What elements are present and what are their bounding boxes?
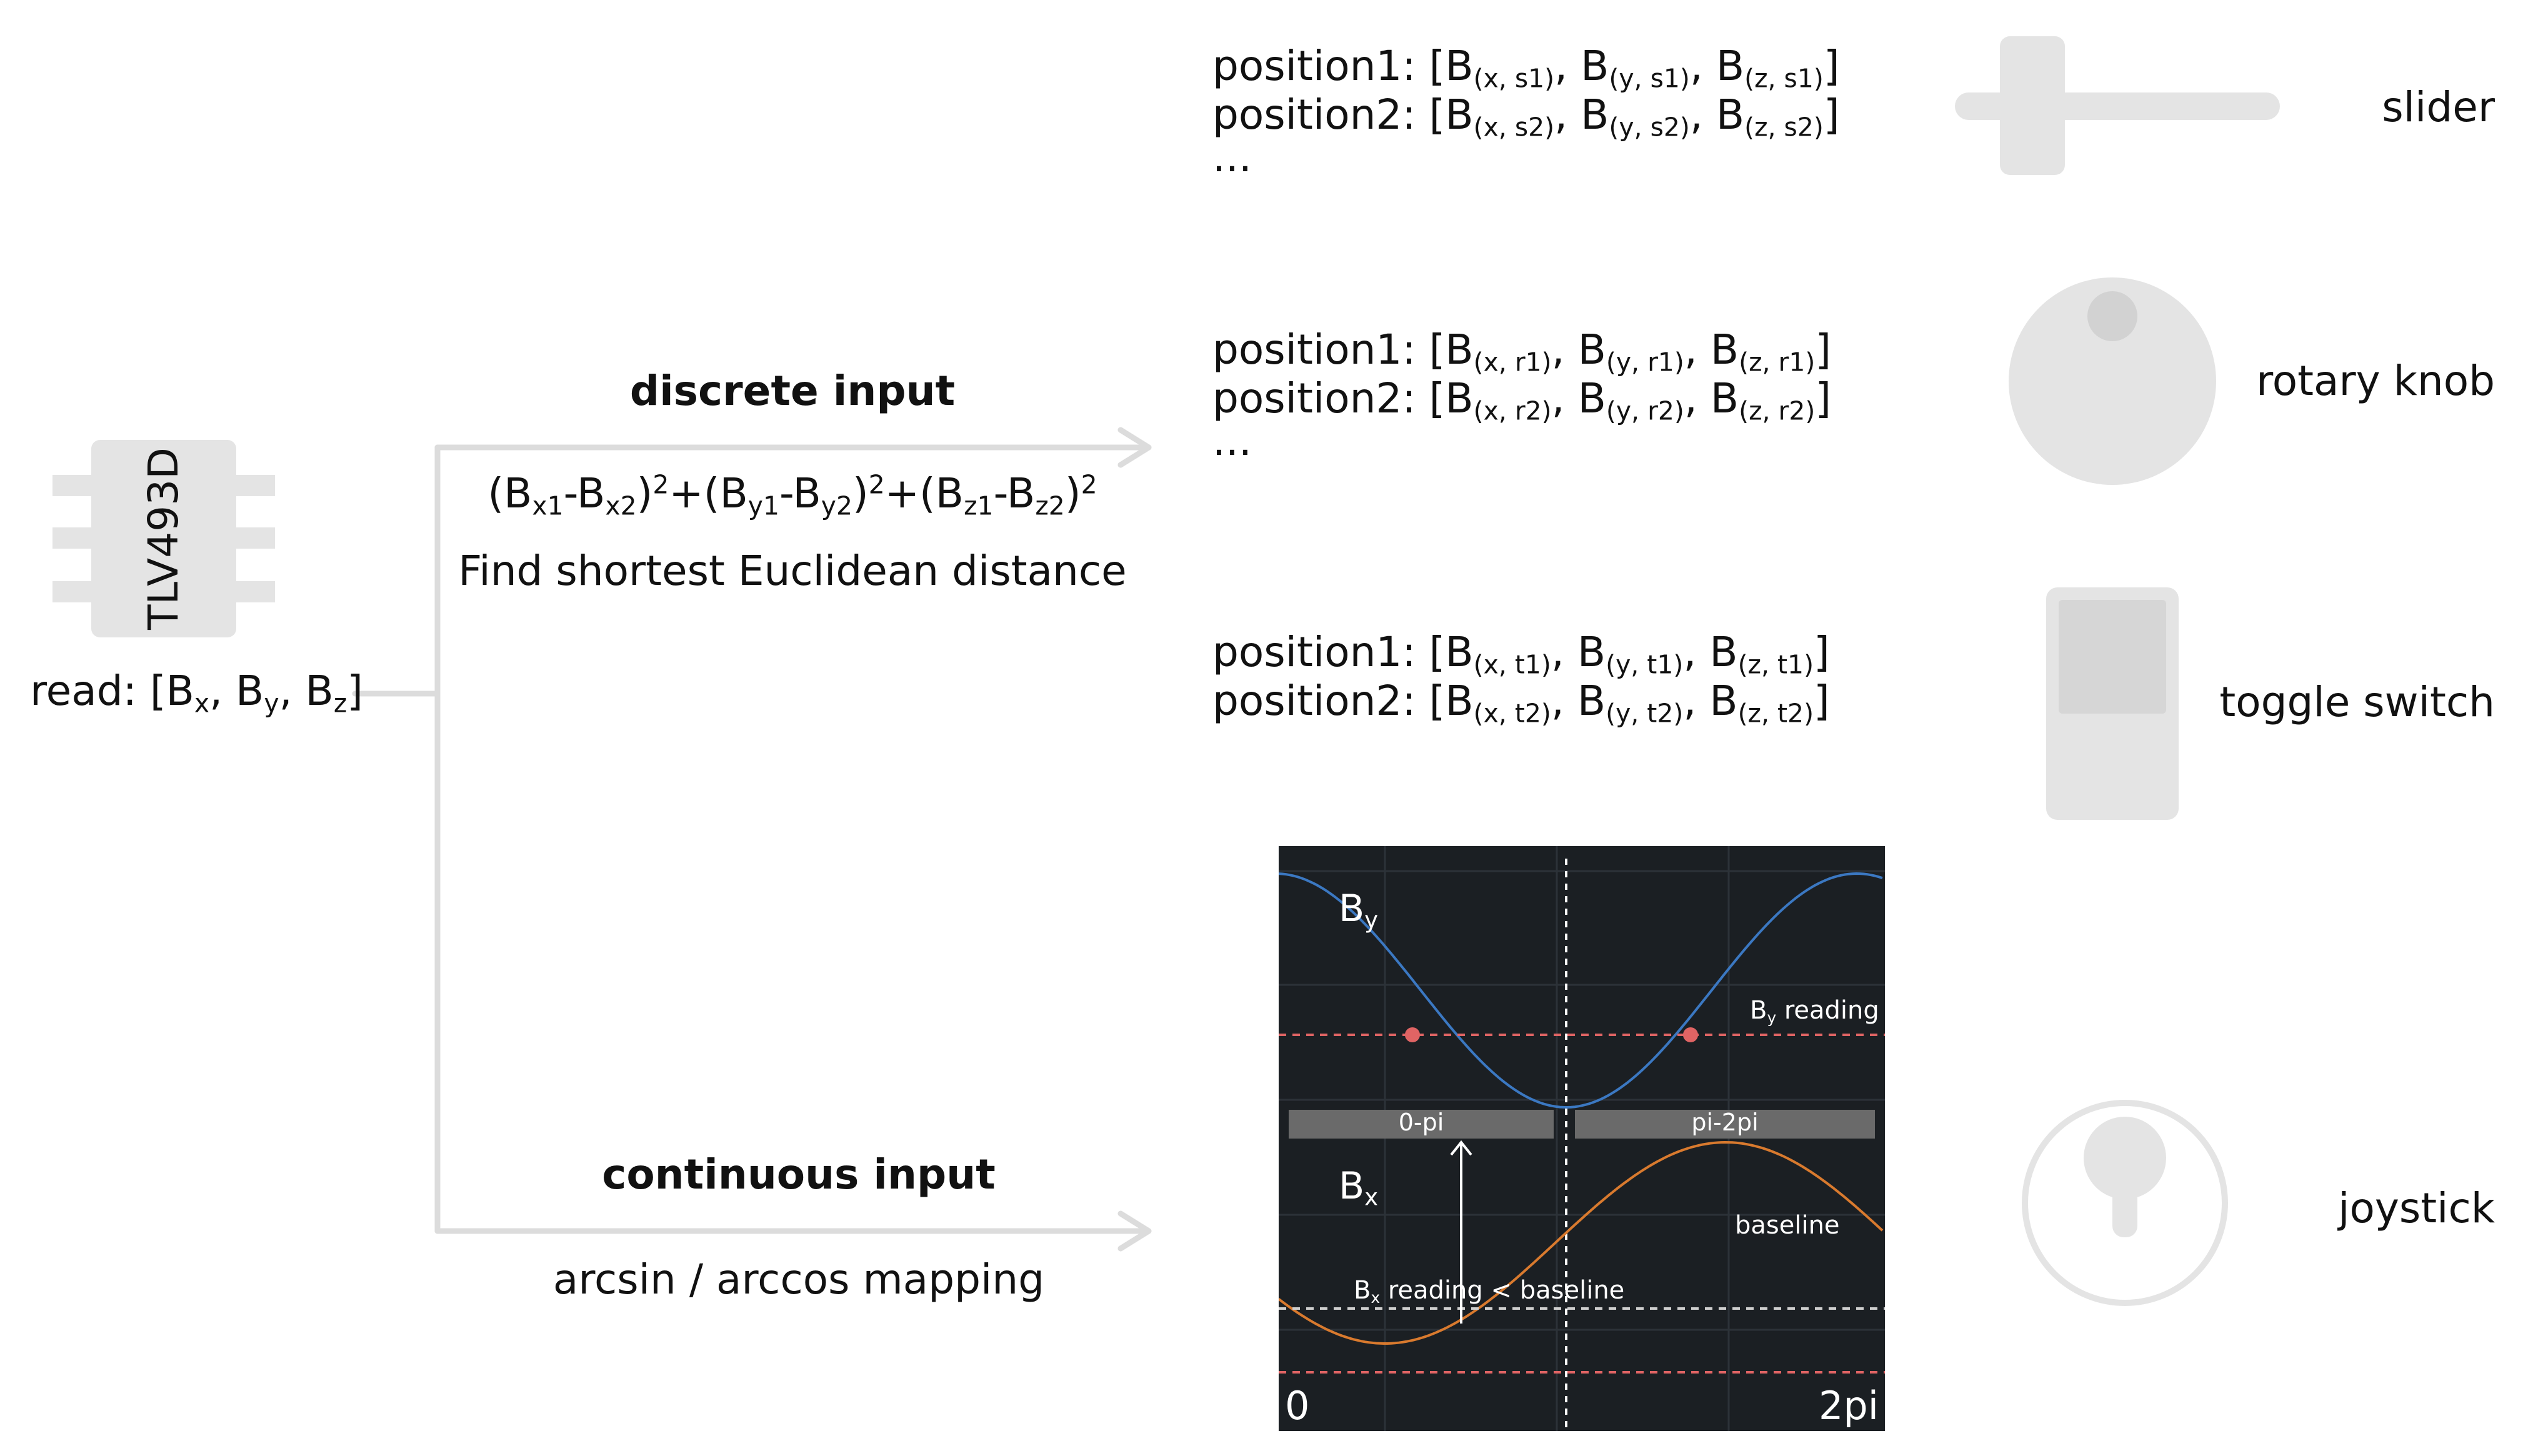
by-curve xyxy=(1279,872,1883,1109)
device-label-toggle-switch: toggle switch xyxy=(2219,678,2495,726)
position-row: position1: [B(x, t1), B(y, t1), B(z, t1)… xyxy=(1212,628,1830,680)
chip-pin xyxy=(236,475,275,496)
tlv493d-chip: TLV493D xyxy=(52,440,275,637)
by-reading-label: By reading xyxy=(1750,996,1879,1027)
discrete-input-title: discrete input xyxy=(629,367,956,415)
x-axis-end-label: 2pi xyxy=(1818,1383,1879,1429)
device-label-rotary-knob: rotary knob xyxy=(2256,357,2495,405)
bx-reading-label: Bx reading < baseline xyxy=(1354,1276,1625,1307)
joystick-icon xyxy=(2022,1100,2228,1306)
device-label-slider: slider xyxy=(2382,83,2495,131)
continuous-description: arcsin / arccos mapping xyxy=(552,1255,1045,1304)
bx-axis-label: Bx xyxy=(1339,1164,1379,1211)
position-ellipsis: ... xyxy=(1212,417,1252,465)
rotary-knob-icon xyxy=(2009,277,2216,485)
discrete-description: Find shortest Euclidean distance xyxy=(458,547,1127,595)
by-axis-label: By xyxy=(1339,887,1379,934)
baseline-label: baseline xyxy=(1735,1211,1840,1240)
position-ellipsis: ... xyxy=(1212,133,1252,181)
position-row: position1: [B(x, r1), B(y, r1), B(z, r1)… xyxy=(1212,326,1832,377)
chip-pin xyxy=(52,581,91,602)
slider-icon xyxy=(1955,36,2280,175)
signal-plot: By Bx By reading baseline Bx reading < b… xyxy=(1279,846,1885,1431)
device-label-joystick: joystick xyxy=(2338,1184,2495,1232)
chip-label: TLV493D xyxy=(139,447,188,630)
position-row: position2: [B(x, s2), B(y, s2), B(z, s2)… xyxy=(1212,91,1840,142)
bx-curve xyxy=(1279,1140,1884,1345)
chip-pin xyxy=(52,475,91,496)
range-label-pi-2pi: pi-2pi xyxy=(1691,1109,1759,1136)
sensor-read-label: read: [Bx, By, Bz] xyxy=(30,667,364,719)
position-row: position2: [B(x, t2), B(y, t2), B(z, t2)… xyxy=(1212,677,1830,729)
by-reading-point-right xyxy=(1683,1027,1698,1042)
range-bar-pi-2pi xyxy=(1575,1110,1875,1139)
bx-reading-arrowhead xyxy=(1450,1140,1472,1156)
position-row: position2: [B(x, r2), B(y, r2), B(z, r2)… xyxy=(1212,374,1832,426)
continuous-input-title: continuous input xyxy=(602,1150,996,1199)
euclidean-formula: (Bx1-Bx2)2+(By1-By2)2+(Bz1-Bz2)2 xyxy=(487,469,1097,521)
chip-body xyxy=(91,440,236,637)
range-label-0-pi: 0-pi xyxy=(1398,1109,1444,1136)
x-axis-start-label: 0 xyxy=(1285,1383,1310,1429)
chip-pin xyxy=(52,527,91,549)
range-bar-0-pi xyxy=(1289,1110,1554,1139)
by-reading-point-left xyxy=(1405,1027,1420,1042)
device-icons xyxy=(1955,36,2280,1306)
chip-pin xyxy=(236,527,275,549)
toggle-switch-icon xyxy=(2046,587,2179,820)
signal-plot-svg xyxy=(1279,846,1885,1431)
chip-pin xyxy=(236,581,275,602)
position-row: position1: [B(x, s1), B(y, s1), B(z, s1)… xyxy=(1212,42,1840,94)
